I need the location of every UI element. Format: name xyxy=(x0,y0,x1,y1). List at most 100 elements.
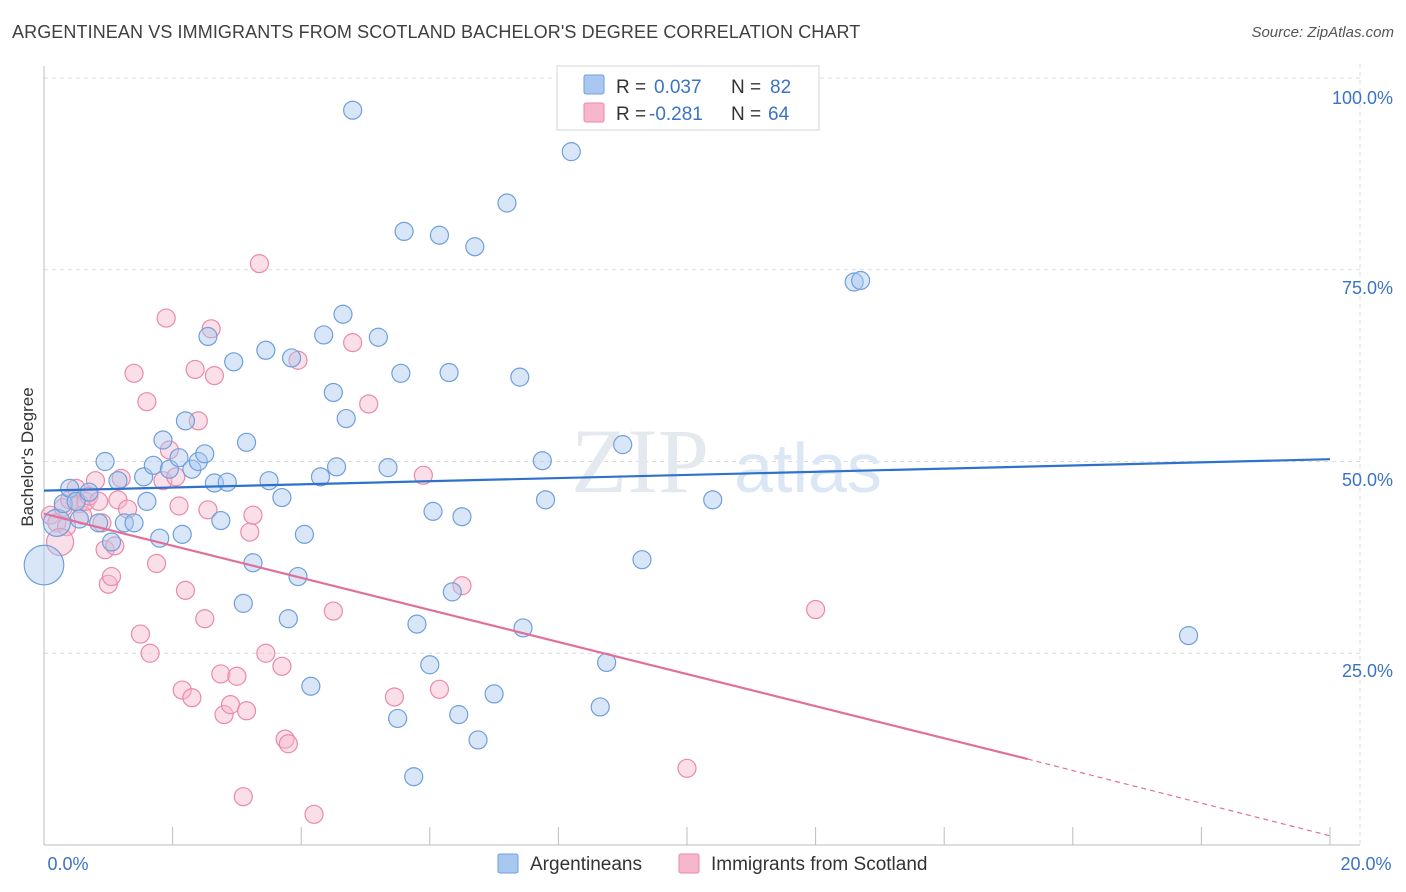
y-tick-label-25: 25.0% xyxy=(1342,661,1393,681)
scotland-point-24 xyxy=(146,553,167,574)
bottom-legend-label-pink: Immigrants from Scotland xyxy=(711,854,927,875)
argentinean-point-44 xyxy=(326,457,347,477)
x-tick-label-min: 0.0% xyxy=(47,854,88,874)
scotland-point-13 xyxy=(95,540,115,560)
chart-title: ARGENTINEAN VS IMMIGRANTS FROM SCOTLAND … xyxy=(12,22,861,42)
legend-r-value-blue: 0.037 xyxy=(654,77,702,98)
argentinean-point-78 xyxy=(1178,626,1199,646)
argentinean-point-40 xyxy=(301,676,321,696)
argentinean-point-52 xyxy=(394,221,414,241)
argentinean-point-62 xyxy=(465,237,485,257)
scotland-point-43 xyxy=(233,787,253,807)
series-legend: Argentineans Immigrants from Scotland xyxy=(497,853,927,875)
argentinean-point-33 xyxy=(256,340,276,360)
argentinean-point-29 xyxy=(224,352,244,372)
argentinean-point-17 xyxy=(153,430,173,450)
scotland-point-57 xyxy=(384,687,405,707)
scotland-point-25 xyxy=(153,471,173,491)
argentinean-point-45 xyxy=(333,304,353,324)
argentinean-point-64 xyxy=(484,684,504,704)
watermark-zip: ZIP xyxy=(571,410,709,512)
scotland-trend-line xyxy=(43,512,1029,761)
scotland-point-22 xyxy=(137,392,157,412)
scotland-point-51 xyxy=(278,734,298,754)
scotland-point-56 xyxy=(359,394,379,414)
argentinean-point-50 xyxy=(388,708,408,729)
scotland-point-31 xyxy=(175,580,196,600)
scotland-point-54 xyxy=(323,601,343,621)
legend-r-value-pink: -0.281 xyxy=(649,104,703,125)
scotland-point-42 xyxy=(227,666,247,686)
gridlines xyxy=(44,64,1361,845)
argentinean-point-15 xyxy=(143,455,163,475)
scotland-point-35 xyxy=(195,609,215,629)
argentinean-point-75 xyxy=(703,490,723,510)
scotland-trend-extension xyxy=(1027,758,1331,837)
argentinean-point-47 xyxy=(343,100,363,120)
argentinean-point-74 xyxy=(632,550,652,570)
argentinean-point-53 xyxy=(404,767,424,787)
argentinean-trend-line xyxy=(43,458,1331,492)
scotland-point-26 xyxy=(156,308,176,328)
legend-n-label-pink: N = xyxy=(731,104,761,125)
argentinean-point-31 xyxy=(236,432,257,452)
argentinean-point-14 xyxy=(137,491,157,511)
argentinean-point-32 xyxy=(243,553,263,573)
scotland-point-32 xyxy=(182,688,202,708)
scotland-point-44 xyxy=(236,701,257,721)
scotland-point-33 xyxy=(185,359,205,380)
argentinean-point-36 xyxy=(278,609,298,629)
scotland-point-49 xyxy=(272,656,292,676)
bottom-legend-swatch-pink xyxy=(678,853,700,874)
bottom-legend-label-blue: Argentineans xyxy=(530,854,642,875)
scotland-point-41 xyxy=(220,695,241,715)
argentinean-point-27 xyxy=(211,510,231,531)
argentinean-point-42 xyxy=(314,325,334,345)
scotland-point-47 xyxy=(249,254,270,274)
scotland-point-20 xyxy=(124,363,144,383)
argentinean-point-28 xyxy=(217,472,237,492)
argentinean-point-5 xyxy=(69,509,89,529)
scotland-point-59 xyxy=(429,679,450,699)
argentinean-point-58 xyxy=(439,362,459,383)
argentinean-points xyxy=(23,100,1199,787)
correlation-legend: R = 0.037 N = 82 R = -0.281 N = 64 xyxy=(556,65,820,131)
trend-lines xyxy=(43,458,1331,837)
argentinean-point-55 xyxy=(420,655,440,675)
scotland-point-60 xyxy=(452,576,472,596)
legend-r-label-pink: R = xyxy=(616,104,646,125)
legend-n-label-blue: N = xyxy=(731,77,761,98)
argentinean-point-56 xyxy=(423,501,443,521)
argentinean-point-20 xyxy=(172,524,192,544)
scotland-point-55 xyxy=(343,333,363,353)
argentinean-point-11 xyxy=(114,513,134,533)
argentinean-point-71 xyxy=(590,697,610,717)
y-tick-label-75: 75.0% xyxy=(1342,278,1393,298)
watermark-atlas: atlas xyxy=(734,429,882,507)
axes xyxy=(43,66,1360,846)
scotland-point-29 xyxy=(169,496,189,516)
argentinean-point-63 xyxy=(468,730,488,750)
scotland-point-15 xyxy=(101,566,122,587)
scotland-point-21 xyxy=(130,624,151,644)
scotland-point-30 xyxy=(172,680,192,700)
scotland-point-61 xyxy=(677,758,697,778)
scotland-point-18 xyxy=(111,468,131,488)
x-tick-label-max: 20.0% xyxy=(1340,854,1391,874)
scotland-point-63 xyxy=(45,527,75,557)
argentinean-point-9 xyxy=(101,532,122,552)
argentinean-point-8 xyxy=(95,451,115,472)
argentinean-point-0 xyxy=(23,544,65,586)
argentinean-point-24 xyxy=(195,444,215,464)
argentinean-point-66 xyxy=(510,367,530,387)
argentinean-point-12 xyxy=(124,513,144,533)
chart-source: Source: ZipAtlas.com xyxy=(1251,24,1394,41)
argentinean-point-43 xyxy=(323,382,343,403)
argentinean-point-68 xyxy=(532,451,552,471)
argentinean-point-60 xyxy=(449,705,469,725)
argentinean-point-6 xyxy=(79,482,99,502)
legend-swatch-blue xyxy=(583,74,605,95)
argentinean-point-23 xyxy=(188,451,208,472)
scotland-point-62 xyxy=(805,599,826,620)
scotland-point-58 xyxy=(413,465,433,485)
